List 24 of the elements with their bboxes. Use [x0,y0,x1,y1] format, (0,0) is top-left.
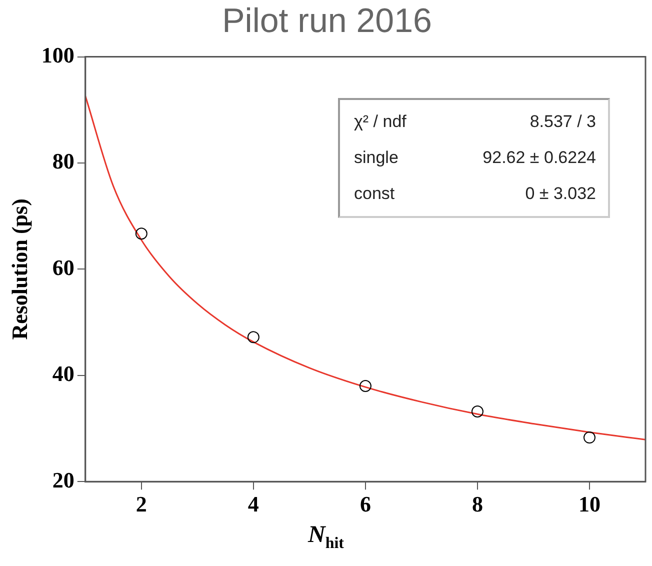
point [583,432,596,444]
annotation: const [354,184,396,204]
y-axis-title: Resolution (ps) [6,198,32,340]
y-tick-label: 40 [52,361,74,386]
x-tick-label: 6 [360,491,371,516]
x-tick-label: 2 [136,491,147,516]
x-tick-label: 10 [578,491,600,516]
annotation: single [354,148,400,168]
x-tick-label: 4 [248,491,259,516]
x-tick-label: 8 [472,491,483,516]
y-tick-label: 100 [41,42,74,68]
point [135,228,148,240]
chart-title: Pilot run 2016 [222,2,432,40]
point [247,331,260,344]
annotation: 8.537 / 3 [528,112,596,132]
y-tick-label: 80 [52,148,74,174]
y-tick-label: 60 [52,254,74,280]
annotation: χ² / ndf [354,112,408,132]
y-tick-label: 20 [52,467,74,492]
annotation: 0 ± 3.032 [524,184,596,204]
annotation: 92.62 ± 0.6224 [482,148,596,168]
point [359,380,372,392]
x-axis-title: N$_{hit}$ [306,522,345,553]
point [471,406,484,418]
